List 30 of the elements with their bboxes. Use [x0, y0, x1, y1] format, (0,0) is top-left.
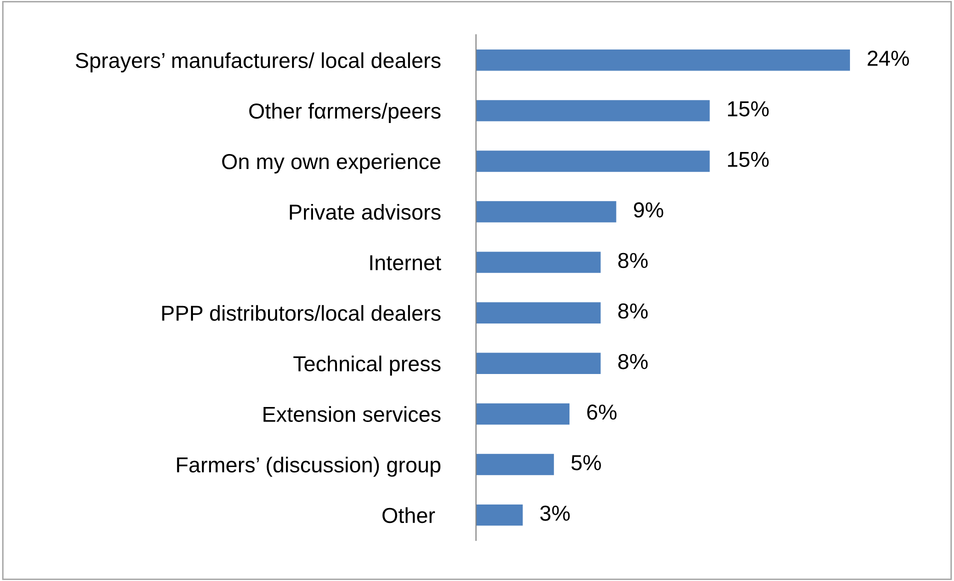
y-tick-label: PPP distributors/local dealers	[162, 305, 441, 321]
y-tick-label: Other fαrmers/peers	[249, 102, 441, 123]
y-tick-label: Internet	[370, 255, 442, 270]
data-label: 8%	[618, 303, 648, 319]
data-label: 6%	[587, 404, 617, 420]
bar	[476, 302, 601, 324]
bar	[476, 352, 601, 374]
y-tick-label: Extension services	[264, 406, 441, 422]
bar	[476, 504, 523, 526]
bar	[476, 454, 554, 476]
data-label: 3%	[540, 506, 570, 521]
data-label: 8%	[618, 252, 648, 268]
bar	[476, 100, 710, 122]
bar	[476, 150, 710, 172]
y-tick-label: Private advisors	[290, 204, 441, 220]
data-label: 5%	[571, 455, 601, 470]
bar	[476, 50, 850, 71]
bar	[476, 252, 601, 273]
y-tick-label: On my own experience	[222, 153, 440, 174]
bar	[476, 403, 570, 425]
y-tick-label: Farmers’ (discussion) group	[177, 456, 440, 477]
bar	[476, 201, 616, 222]
data-label: 8%	[618, 354, 648, 370]
data-label: 9%	[634, 202, 664, 218]
data-label: 24%	[868, 50, 909, 66]
y-tick-label: Sprayers’ manufacturers/ local dealers	[76, 52, 441, 72]
y-tick-label: Other	[382, 507, 435, 524]
data-label: 15%	[728, 101, 769, 116]
y-tick-label: Technical press	[293, 356, 441, 376]
data-label: 15%	[728, 152, 769, 168]
